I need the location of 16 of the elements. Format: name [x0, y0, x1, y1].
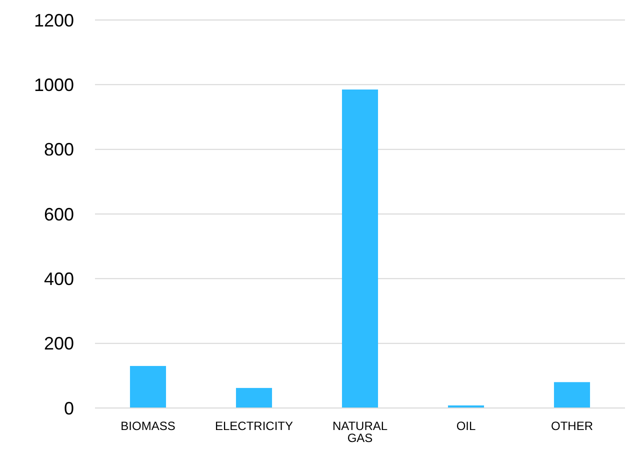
x-tick-label: OTHER — [551, 419, 594, 433]
bar — [130, 366, 166, 408]
y-tick-label: 800 — [44, 140, 74, 160]
bar — [554, 382, 590, 408]
x-tick-label: OIL — [456, 419, 476, 433]
x-tick-label: BIOMASS — [120, 419, 176, 433]
x-tick-label: NATURAL GAS — [332, 419, 388, 445]
y-tick-label: 0 — [64, 398, 74, 418]
bar — [342, 90, 378, 408]
y-tick-label: 1000 — [34, 74, 74, 95]
y-tick-label: 400 — [44, 268, 74, 289]
x-tick-label: ELECTRICITY — [214, 419, 294, 433]
y-tick-label: 600 — [44, 204, 74, 224]
bar — [236, 388, 272, 408]
y-tick-label: 1200 — [34, 10, 74, 30]
y-tick-label: 200 — [44, 334, 74, 354]
